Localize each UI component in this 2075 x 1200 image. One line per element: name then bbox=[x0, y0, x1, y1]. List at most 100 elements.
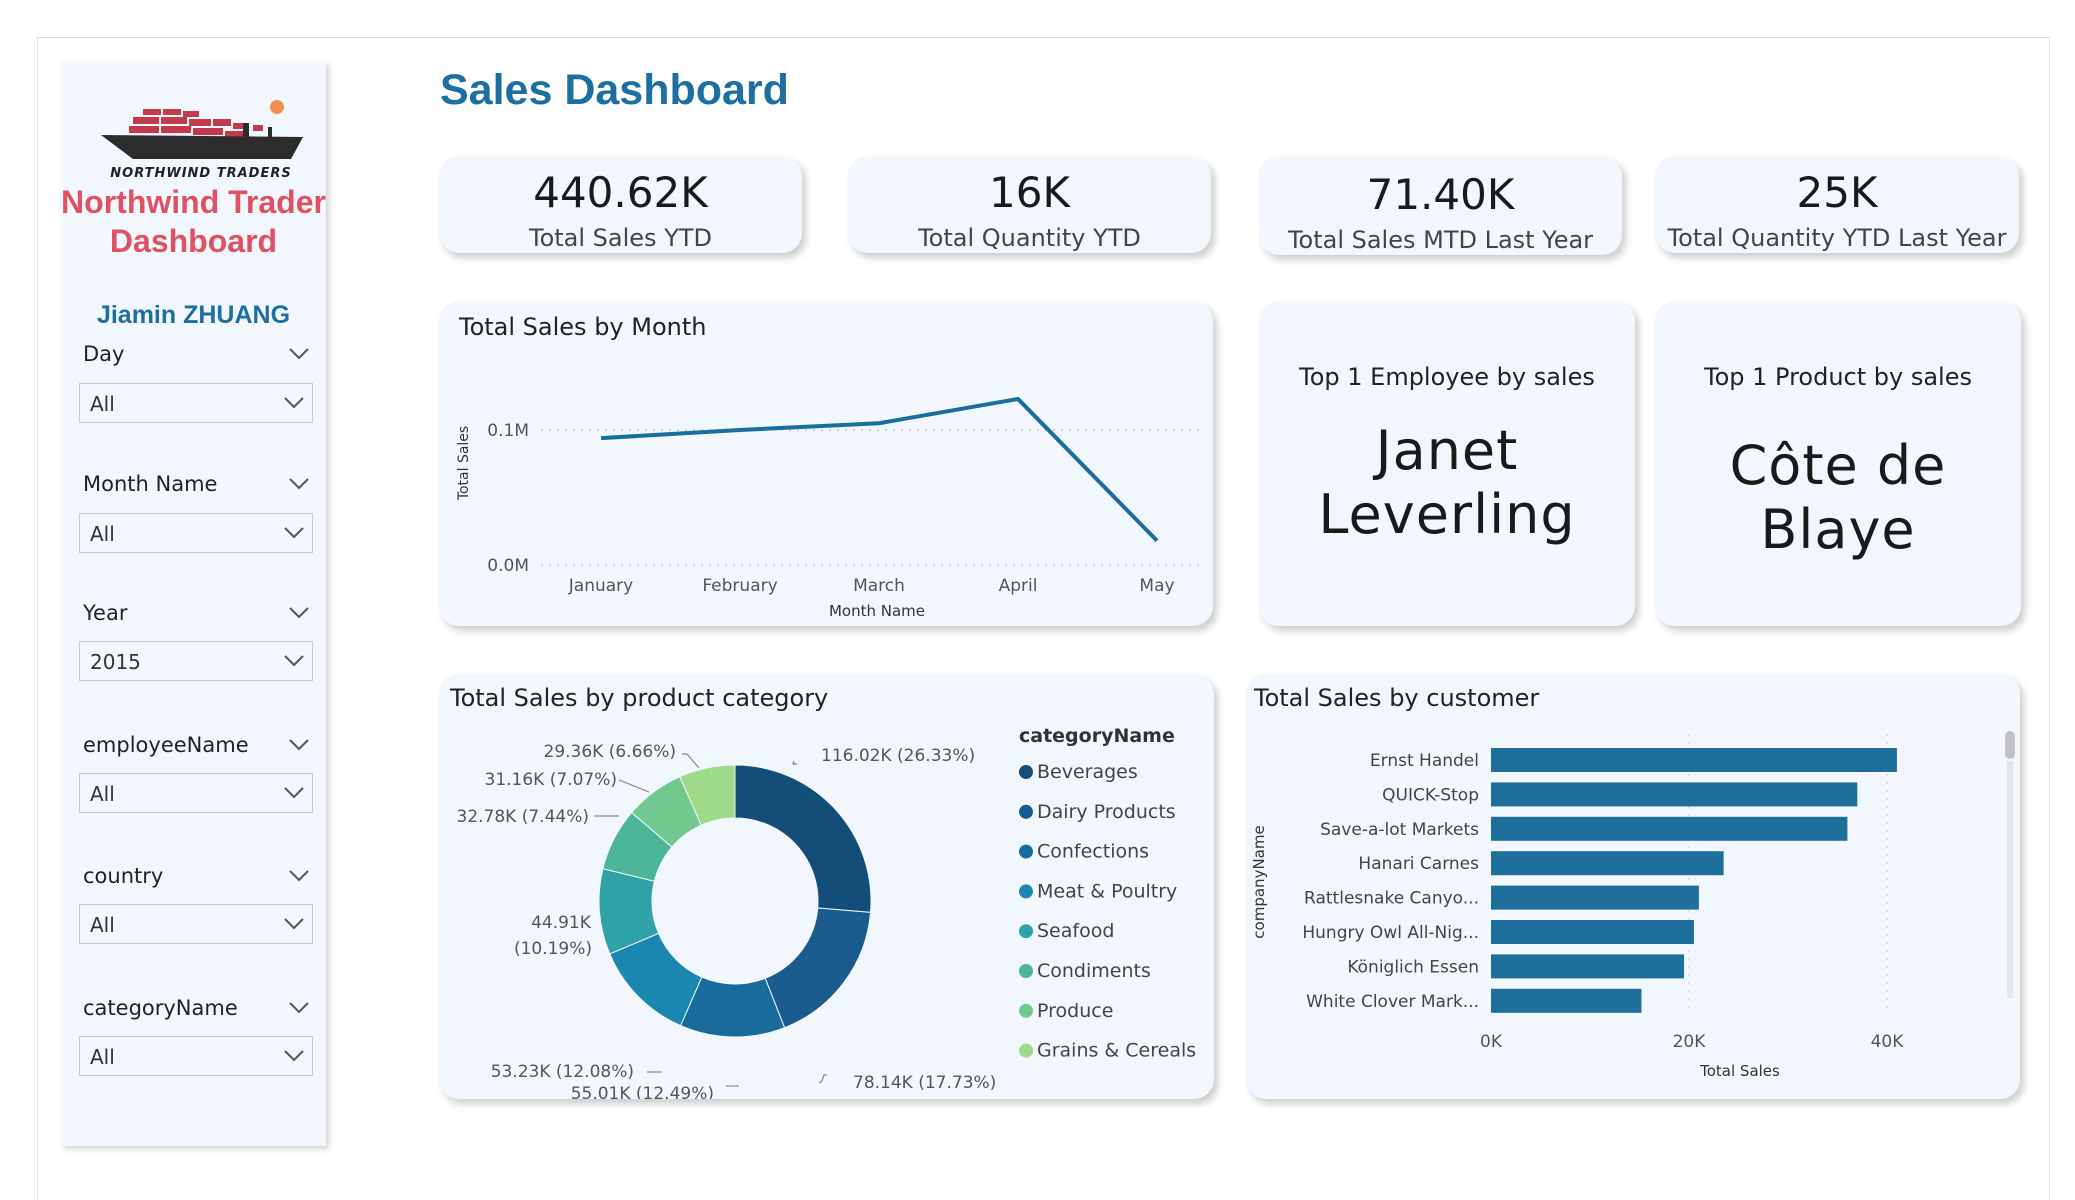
y-tick-label: Rattlesnake Canyo... bbox=[1304, 889, 1479, 909]
leader-line bbox=[682, 753, 700, 769]
kpi-value: 25K bbox=[1796, 168, 1878, 217]
slicer-employee-collapse-icon[interactable] bbox=[288, 737, 310, 753]
legend-marker bbox=[1019, 1003, 1033, 1018]
kpi-card-total-sales-ytd[interactable]: 440.62K Total Sales YTD bbox=[439, 156, 802, 253]
slicer-year-label: Year bbox=[83, 601, 128, 625]
leader-line bbox=[818, 1074, 827, 1084]
slicer-category-collapse-icon[interactable] bbox=[288, 1000, 310, 1016]
x-tick-label: February bbox=[702, 576, 777, 596]
slicer-employee-dropdown[interactable]: All bbox=[79, 773, 313, 813]
data-label-dairy-products: 78.14K (17.73%) bbox=[853, 1073, 996, 1093]
bar-chart-card[interactable]: Total Sales by customer 0K 20K 40K Ernst H… bbox=[1246, 674, 2020, 1099]
kpi-label: Total Quantity YTD Last Year bbox=[1667, 224, 2007, 252]
donut-chart-title: Total Sales by product category bbox=[450, 684, 829, 712]
kpi-label: Total Sales YTD bbox=[529, 224, 712, 252]
kpi-label: Total Sales MTD Last Year bbox=[1287, 226, 1594, 254]
donut-slice-dairy-products bbox=[764, 907, 872, 1029]
chevron-down-icon bbox=[284, 1050, 304, 1062]
legend-item: Meat & Poultry bbox=[1037, 880, 1177, 902]
chevron-down-icon bbox=[284, 397, 304, 409]
y-tick-label: 0.1M bbox=[487, 421, 529, 441]
data-label-beverages: 116.02K (26.33%) bbox=[821, 746, 975, 766]
slicer-day-dropdown[interactable]: All bbox=[79, 383, 313, 423]
kpi-card-total-quantity-ytd-last-year[interactable]: 25K Total Quantity YTD Last Year bbox=[1655, 156, 2019, 253]
line-chart-card[interactable]: Total Sales by Month 0.0M 0.1M Total Sal… bbox=[439, 301, 1213, 626]
scrollbar-track bbox=[2007, 761, 2013, 998]
legend-marker bbox=[1019, 964, 1033, 978]
slicer-day-value: All bbox=[90, 392, 115, 416]
legend-marker bbox=[1019, 1043, 1033, 1058]
slicer-month-value: All bbox=[90, 522, 115, 546]
slicer-day-label: Day bbox=[83, 342, 125, 366]
chevron-down-icon bbox=[284, 918, 304, 930]
kpi-value: 16K bbox=[989, 168, 1070, 217]
brand-title: Northwind Trader Dashboard bbox=[61, 184, 326, 259]
data-label-grains-cereals: 29.36K (6.66%) bbox=[544, 742, 677, 762]
slicer-day-collapse-icon[interactable] bbox=[288, 346, 310, 362]
legend-marker bbox=[1019, 844, 1033, 859]
x-tick-label: March bbox=[853, 576, 905, 596]
report-frame bbox=[37, 37, 2050, 1200]
data-label-seafood-percent: (10.19%) bbox=[514, 939, 592, 959]
donut-chart: 116.02K (26.33%) 78.14K (17.73%) 55.01K … bbox=[457, 725, 1197, 1099]
slicer-country-dropdown[interactable]: All bbox=[79, 904, 313, 944]
bar-chart: 0K 20K 40K Ernst Handel QUICK-Stop Save-a-lo… bbox=[1250, 731, 2015, 1080]
y-axis-title: Total Sales bbox=[456, 426, 472, 501]
bar bbox=[1491, 954, 1685, 979]
x-tick-label: 20K bbox=[1673, 1032, 1707, 1052]
top-employee-value: Janet Leverling bbox=[1318, 419, 1576, 546]
legend-item: Condiments bbox=[1037, 960, 1151, 982]
bar bbox=[1491, 782, 1858, 807]
legend-item: Produce bbox=[1037, 1000, 1113, 1022]
data-label-confections: 55.01K (12.49%) bbox=[571, 1084, 714, 1099]
legend-item: Grains & Cereals bbox=[1037, 1040, 1196, 1062]
kpi-card-total-sales-mtd-last-year[interactable]: 71.40K Total Sales MTD Last Year bbox=[1259, 156, 1622, 255]
chevron-down-icon bbox=[284, 787, 304, 799]
y-tick-label: Hanari Carnes bbox=[1358, 854, 1479, 874]
data-label-condiments: 32.78K (7.44%) bbox=[457, 807, 590, 827]
bar bbox=[1491, 851, 1724, 876]
kpi-value: 440.62K bbox=[533, 168, 708, 217]
page-title: Sales Dashboard bbox=[440, 66, 789, 114]
slicer-month-collapse-icon[interactable] bbox=[288, 476, 310, 492]
slicer-employee-label: employeeName bbox=[83, 733, 249, 757]
line-chart-title: Total Sales by Month bbox=[459, 313, 707, 341]
slicer-employee-value: All bbox=[90, 782, 115, 806]
y-tick-label: Hungry Owl All-Nig... bbox=[1302, 923, 1479, 943]
legend-marker bbox=[1019, 804, 1033, 819]
x-tick-label: January bbox=[568, 576, 633, 596]
kpi-value: 71.40K bbox=[1366, 170, 1515, 219]
top-product-value: Côte de Blaye bbox=[1729, 434, 1947, 561]
chevron-down-icon bbox=[284, 527, 304, 539]
bar bbox=[1491, 988, 1642, 1013]
legend-item: Dairy Products bbox=[1037, 801, 1176, 823]
bar bbox=[1491, 816, 1848, 841]
legend-title: categoryName bbox=[1019, 725, 1175, 747]
brand-author: Jiamin ZHUANG bbox=[96, 301, 291, 329]
legend-marker bbox=[1019, 765, 1033, 779]
slicer-category-dropdown[interactable]: All bbox=[79, 1036, 313, 1076]
top-product-title: Top 1 Product by sales bbox=[1704, 363, 1972, 391]
slicer-month-dropdown[interactable]: All bbox=[79, 513, 313, 553]
top-employee-card[interactable]: Top 1 Employee by sales Janet Leverling bbox=[1259, 301, 1635, 626]
sales-line bbox=[600, 396, 1159, 543]
y-tick-label: Ernst Handel bbox=[1370, 751, 1479, 771]
slicer-year-dropdown[interactable]: 2015 bbox=[79, 641, 313, 681]
ship-logo: NORTHWIND TRADERS bbox=[101, 100, 303, 181]
slicer-year-collapse-icon[interactable] bbox=[288, 605, 310, 621]
top-employee-title: Top 1 Employee by sales bbox=[1299, 363, 1595, 391]
slicer-country-collapse-icon[interactable] bbox=[288, 868, 310, 884]
data-label-seafood-value: 44.91K bbox=[531, 913, 592, 933]
data-label-produce: 31.16K (7.07%) bbox=[485, 770, 618, 790]
legend-item: Seafood bbox=[1037, 920, 1114, 942]
x-tick-label: May bbox=[1139, 576, 1174, 596]
sidebar: NORTHWIND TRADERS Northwind Trader Dashb… bbox=[61, 61, 326, 1146]
slicer-year-value: 2015 bbox=[90, 650, 141, 674]
legend-item: Beverages bbox=[1037, 761, 1138, 783]
kpi-card-total-quantity-ytd[interactable]: 16K Total Quantity YTD bbox=[848, 156, 1211, 253]
top-product-card[interactable]: Top 1 Product by sales Côte de Blaye bbox=[1655, 301, 2021, 626]
legend-marker bbox=[1019, 884, 1033, 899]
x-axis-title: Month Name bbox=[829, 602, 925, 620]
donut-chart-card[interactable]: Total Sales by product category 116.02K … bbox=[439, 674, 1214, 1099]
y-tick-label: Save-a-lot Markets bbox=[1320, 820, 1479, 840]
